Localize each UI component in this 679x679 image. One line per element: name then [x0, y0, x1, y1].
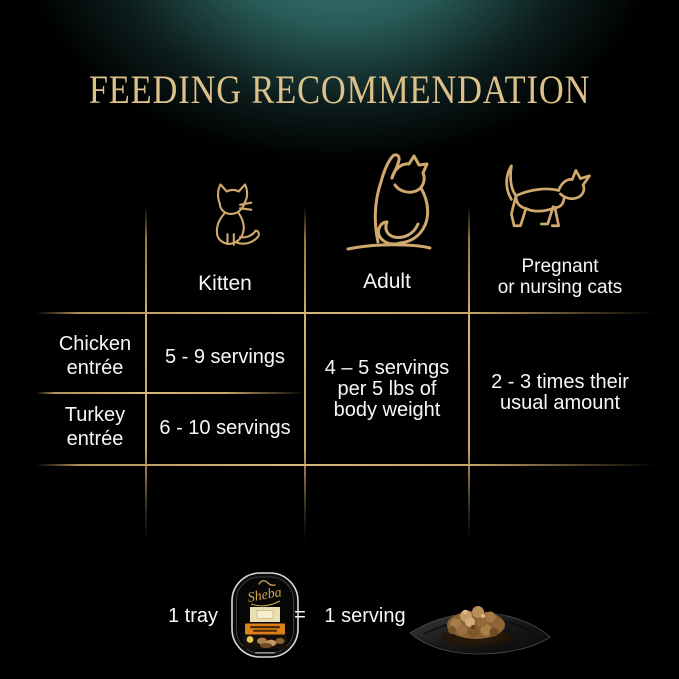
column-header-adult: Adult [363, 270, 411, 293]
cell-adult-merged: 4 – 5 servings per 5 lbs of body weight [306, 358, 468, 421]
cell-adult-line1: 4 – 5 servings [324, 357, 450, 379]
food-plate-image [409, 606, 551, 655]
table-vline-2 [304, 206, 306, 542]
row-label-turkey-line2: entrée [66, 428, 124, 450]
cell-adult-line3: body weight [333, 399, 441, 421]
page-title-text: FEEDING RECOMMENDATION [88, 67, 591, 112]
pregnant-cat-icon [505, 164, 591, 228]
tray-cat-mark [258, 580, 276, 586]
legend-equals-sign: = [294, 604, 306, 626]
row-label-turkey: Turkey entrée [30, 403, 160, 451]
page-title: FEEDING RECOMMENDATION [0, 66, 679, 113]
cell-pregnant-line1: 2 - 3 times their [491, 371, 629, 393]
column-header-kitten: Kitten [198, 272, 252, 295]
legend-tray-label: 1 tray [167, 605, 219, 627]
tray-brand-text: Sheba [247, 585, 283, 606]
column-header-pregnant-line1: Pregnant [521, 256, 599, 277]
cell-pregnant-line2: usual amount [499, 392, 621, 414]
cell-turkey-kitten: 6 - 10 servings [159, 417, 291, 439]
tray-brand-underline [250, 600, 281, 607]
table-vline-3 [468, 206, 470, 542]
column-header-pregnant: Pregnant or nursing cats [467, 256, 653, 298]
sheba-tray-image: Sheba [231, 572, 299, 658]
cell-chicken-kitten: 5 - 9 servings [164, 346, 286, 368]
column-header-pregnant-line2: or nursing cats [497, 277, 623, 298]
row-label-chicken-line1: Chicken [58, 333, 132, 355]
row-label-chicken-line2: entrée [66, 357, 124, 379]
row-label-chicken: Chicken entrée [30, 332, 160, 380]
table-hline-middle [36, 392, 306, 394]
kitten-icon [215, 183, 260, 246]
legend-serving-label: 1 serving [324, 605, 406, 627]
cell-adult-line2: per 5 lbs of [337, 378, 437, 400]
tray-orange-band [245, 623, 285, 635]
adult-cat-icon [346, 153, 432, 251]
row-label-turkey-line1: Turkey [64, 404, 126, 426]
table-vline-1 [145, 206, 147, 542]
cell-pregnant-merged: 2 - 3 times their usual amount [467, 372, 653, 414]
table-hline-top [36, 312, 656, 314]
table-hline-bottom [36, 464, 656, 466]
